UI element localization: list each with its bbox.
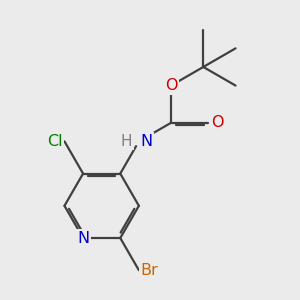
Text: H: H [121, 134, 132, 149]
Text: O: O [165, 78, 177, 93]
Text: Cl: Cl [47, 134, 63, 149]
Text: N: N [141, 134, 153, 149]
Text: O: O [211, 115, 224, 130]
Text: Br: Br [141, 263, 158, 278]
Text: N: N [77, 230, 89, 245]
